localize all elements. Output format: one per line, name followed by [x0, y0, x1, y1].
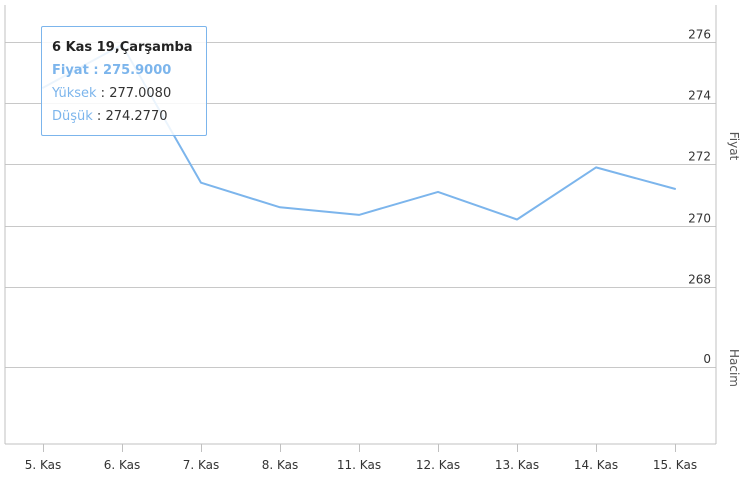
- x-tick-label: 15. Kas: [653, 458, 697, 472]
- price-tick-label: 272: [688, 150, 711, 164]
- price-tick-label: 270: [688, 212, 711, 226]
- x-tick-label: 8. Kas: [262, 458, 299, 472]
- tooltip-high-key: Yüksek: [52, 86, 97, 101]
- tooltip-low-key: Düşük: [52, 109, 93, 124]
- x-tick-label: 7. Kas: [183, 458, 220, 472]
- axis-lines: [4, 5, 717, 445]
- tooltip-high: Yüksek : 277.0080: [52, 86, 172, 101]
- price-axis-ticks: 276 274 272 270 268: [688, 28, 711, 287]
- x-tick-label: 5. Kas: [25, 458, 62, 472]
- x-tick-label: 13. Kas: [495, 458, 539, 472]
- tooltip-price: Fiyat : 275.9000: [52, 63, 172, 78]
- tooltip: 6 Kas 19,Çarşamba Fiyat : 275.9000 Yükse…: [41, 26, 207, 136]
- volume-axis-title: Hacim: [727, 349, 741, 387]
- price-tick-label: 276: [688, 28, 711, 42]
- tooltip-low: Düşük : 274.2770: [52, 109, 168, 124]
- tooltip-low-value: 274.2770: [105, 109, 168, 124]
- volume-tick-label: 0: [703, 352, 711, 366]
- x-axis-ticks: 5. Kas 6. Kas 7. Kas 8. Kas 11. Kas 12. Kas 13…: [25, 444, 697, 472]
- tooltip-title: 6 Kas 19,Çarşamba: [52, 40, 193, 55]
- price-tick-label: 274: [688, 89, 711, 103]
- x-tick-label: 11. Kas: [337, 458, 381, 472]
- tooltip-high-value: 277.0080: [109, 86, 172, 101]
- x-tick-label: 6. Kas: [104, 458, 141, 472]
- volume-axis-ticks: 0: [703, 352, 711, 366]
- price-axis-title: Fiyat: [727, 132, 741, 161]
- x-tick-label: 14. Kas: [574, 458, 618, 472]
- x-tick-label: 12. Kas: [416, 458, 460, 472]
- price-tick-label: 268: [688, 273, 711, 287]
